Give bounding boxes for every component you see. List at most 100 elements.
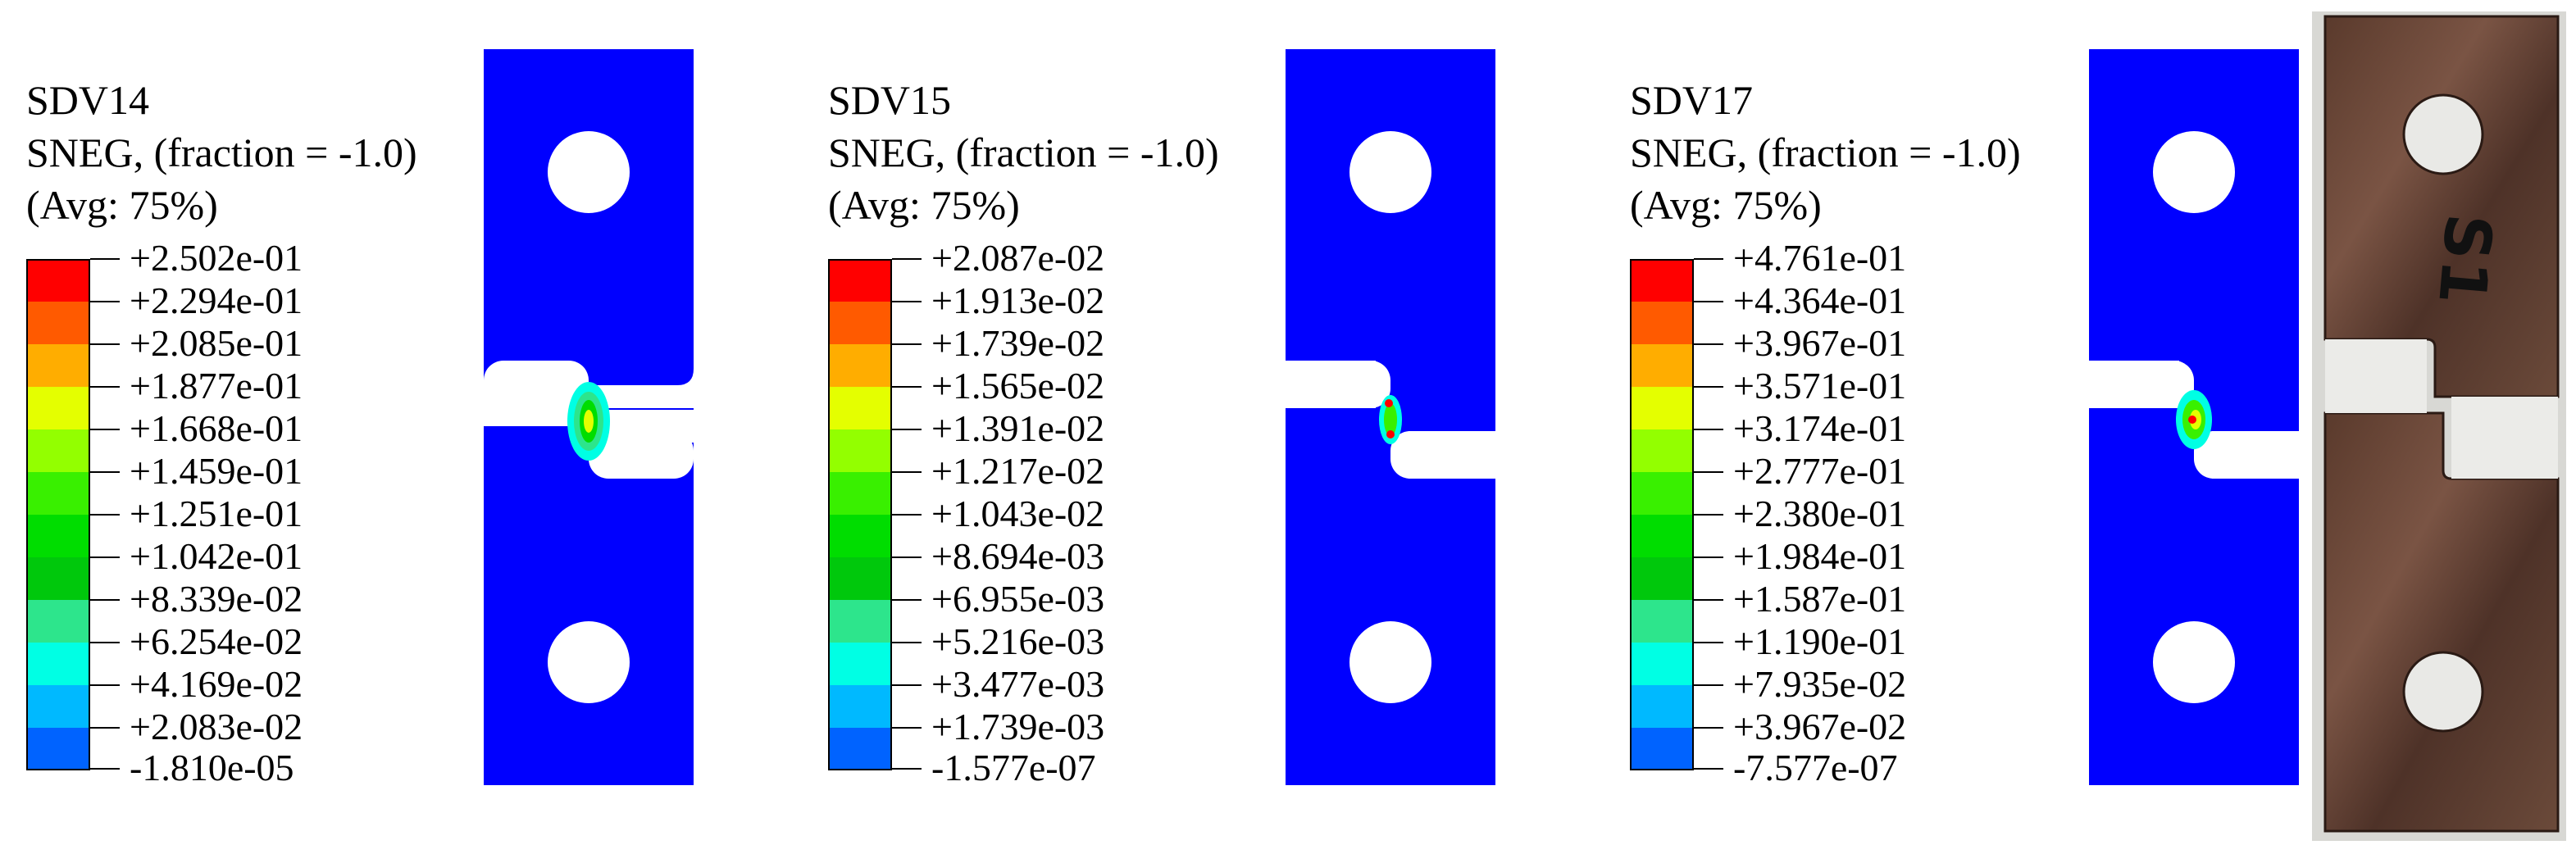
legend-tick	[90, 343, 120, 345]
legend-value-label: +2.083e-02	[130, 706, 303, 747]
legend-tick	[1694, 386, 1723, 388]
legend-color-band	[1630, 685, 1694, 728]
legend-color-band	[1630, 557, 1694, 600]
variable-title: SDV14	[26, 77, 150, 123]
fractured-specimen-photo: S1	[2312, 11, 2566, 841]
upper-pin-hole	[2402, 93, 2484, 175]
legend-tick	[892, 514, 922, 516]
averaging-note: (Avg: 75%)	[26, 182, 218, 228]
legend-color-band	[1630, 302, 1694, 344]
legend-tick	[1694, 514, 1723, 516]
lower-pin-hole	[548, 621, 630, 703]
upper-pin-hole	[2153, 131, 2235, 213]
legend-tick	[1694, 258, 1723, 260]
legend-color-band	[828, 429, 892, 472]
legend-color-band	[1630, 515, 1694, 557]
contour-panel-sdv14: SDV14 SNEG, (fraction = -1.0) (Avg: 75%)…	[26, 0, 764, 854]
notch-link	[2089, 361, 2179, 408]
lower-pin-hole	[2402, 651, 2484, 733]
legend-tick	[90, 301, 120, 302]
legend-value-label: +4.169e-02	[130, 663, 303, 705]
legend-value-label: +1.043e-02	[931, 493, 1105, 534]
legend-value-label: -7.577e-07	[1733, 747, 1898, 788]
variable-title: SDV17	[1630, 77, 1754, 123]
legend-tick	[1694, 727, 1723, 729]
legend-color-band	[26, 344, 90, 387]
legend-value-label: +7.935e-02	[1733, 663, 1907, 705]
legend-value-label: +6.955e-03	[931, 578, 1105, 620]
legend-color-band	[828, 728, 892, 770]
legend-color-band	[828, 344, 892, 387]
legend-color-band	[828, 600, 892, 643]
legend-color-band	[26, 557, 90, 600]
legend-value-label: -1.577e-07	[931, 747, 1096, 788]
legend-tick	[892, 727, 922, 729]
legend-color-band	[26, 302, 90, 344]
legend-tick	[90, 642, 120, 643]
legend-tick	[892, 556, 922, 558]
specimen-contour-sdv14	[484, 49, 694, 785]
legend-tick	[90, 386, 120, 388]
notch-link	[1286, 361, 1376, 408]
legend-color-band	[1630, 259, 1694, 302]
legend-value-label: +1.984e-01	[1733, 535, 1907, 577]
legend-value-label: +1.877e-01	[130, 365, 303, 407]
averaging-note: (Avg: 75%)	[1630, 182, 1822, 228]
legend-color-band	[828, 685, 892, 728]
legend-color-band	[828, 557, 892, 600]
specimen-lower-body	[484, 414, 694, 785]
legend-tick	[892, 429, 922, 430]
legend-tick	[1694, 471, 1723, 473]
lower-notch	[589, 431, 694, 479]
notch-link-lower	[2212, 431, 2299, 479]
legend-tick	[1694, 556, 1723, 558]
legend-color-band	[26, 728, 90, 770]
legend-color-band	[828, 515, 892, 557]
damage-hotspot	[2176, 390, 2212, 449]
legend-tick	[90, 556, 120, 558]
legend-color-band	[1630, 344, 1694, 387]
legend-value-label: +6.254e-02	[130, 620, 303, 662]
legend-tick	[892, 386, 922, 388]
legend-frame	[828, 259, 892, 770]
contour-panel-sdv17: SDV17 SNEG, (fraction = -1.0) (Avg: 75%)…	[1630, 0, 2368, 854]
legend-value-label: +2.294e-01	[130, 279, 303, 321]
legend-color-band	[1630, 387, 1694, 429]
legend-color-band	[828, 302, 892, 344]
upper-pin-hole	[548, 131, 630, 213]
legend-tick	[90, 429, 120, 430]
contour-legend: +2.087e-02 +1.913e-02 +1.739e-02 +1.565e-02…	[828, 238, 1172, 788]
legend-value-label: +2.380e-01	[1733, 493, 1907, 534]
legend-tick	[90, 599, 120, 601]
legend-value-label: +3.477e-03	[931, 663, 1105, 705]
legend-tick	[892, 599, 922, 601]
specimen-contour-sdv17	[2089, 49, 2299, 785]
legend-color-band	[828, 387, 892, 429]
legend-color-band	[26, 387, 90, 429]
legend-tick	[1694, 429, 1723, 430]
legend-tick	[1694, 599, 1723, 601]
legend-color-band	[1630, 429, 1694, 472]
legend-tick	[892, 768, 922, 770]
legend-frame	[1630, 259, 1694, 770]
legend-tick	[892, 343, 922, 345]
legend-tick	[892, 642, 922, 643]
legend-color-band	[1630, 600, 1694, 643]
legend-value-label: +2.085e-01	[130, 322, 303, 364]
legend-tick	[90, 727, 120, 729]
legend-color-band	[26, 472, 90, 515]
notch-link-lower	[598, 410, 694, 443]
legend-tick	[1694, 642, 1723, 643]
legend-value-label: +1.391e-02	[931, 407, 1105, 449]
legend-value-label: +4.364e-01	[1733, 279, 1907, 321]
damage-hotspot	[567, 382, 610, 461]
legend-value-label: +1.739e-02	[931, 322, 1105, 364]
legend-tick	[1694, 684, 1723, 686]
legend-value-label: +2.087e-02	[931, 237, 1105, 279]
contour-legend: +4.761e-01 +4.364e-01 +3.967e-01 +3.571e-01…	[1630, 238, 1974, 788]
specimen-marking: S1	[2424, 211, 2505, 307]
legend-color-band	[26, 515, 90, 557]
damage-hotspot	[1379, 395, 1402, 444]
legend-value-label: +3.571e-01	[1733, 365, 1907, 407]
legend-color-band	[1630, 643, 1694, 685]
